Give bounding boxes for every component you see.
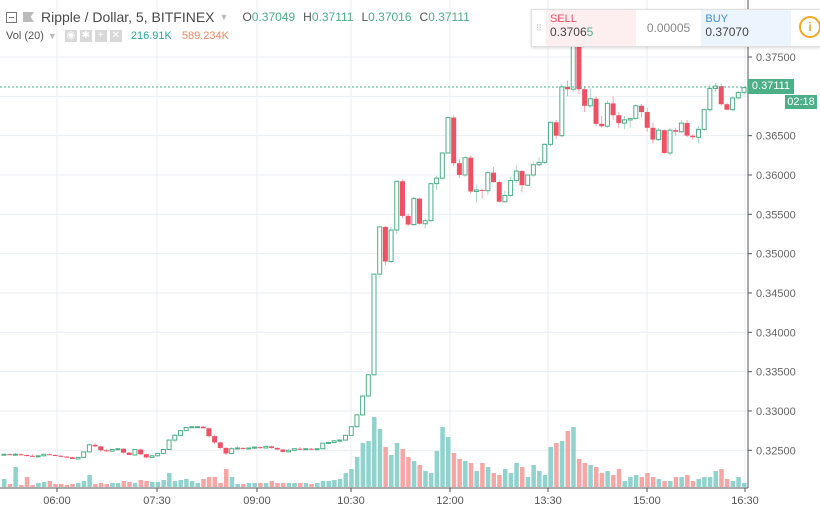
- price-tick-label: 0.34500: [756, 288, 796, 300]
- price-tick-label: 0.36500: [756, 131, 796, 143]
- price-axis[interactable]: 0.37500 0.36500 0.36000 0.35500 0.35000 0.345…: [748, 52, 796, 457]
- price-tick-label: 0.36000: [756, 170, 796, 182]
- sell-button[interactable]: SELL 0.37065: [545, 10, 636, 46]
- close-icon[interactable]: ✕: [109, 30, 122, 42]
- volume-label[interactable]: Vol (20): [6, 30, 44, 42]
- volume-bars: [2, 417, 747, 487]
- time-axis[interactable]: 06:00 07:30 09:00 10:30 12:00 13:30 15:00 16:30: [43, 488, 759, 507]
- candlesticks: [1, 41, 747, 460]
- price-tick-label: 0.34000: [756, 327, 796, 339]
- current-price-label: 0.37111: [748, 79, 794, 94]
- gear-icon[interactable]: ✱: [79, 30, 92, 42]
- flag-icon[interactable]: [23, 12, 34, 22]
- time-tick-label: 15:00: [633, 495, 661, 507]
- volume-value: 216.91K: [130, 30, 172, 42]
- sell-label: SELL: [549, 13, 577, 25]
- trade-panel: ⠿ SELL 0.37065 0.00005 BUY 0.37070 i: [531, 9, 820, 47]
- buy-button[interactable]: BUY 0.37070: [701, 10, 792, 46]
- drag-handle-icon[interactable]: ⠿: [535, 22, 543, 33]
- chart-grid: [0, 0, 748, 488]
- price-tick-label: 0.32500: [756, 445, 796, 457]
- chevron-down-icon[interactable]: ▼: [219, 12, 229, 22]
- time-tick-label: 06:00: [43, 495, 71, 507]
- chevron-down-icon[interactable]: ▼: [47, 31, 57, 41]
- time-tick-label: 13:30: [534, 495, 562, 507]
- low-value: L0.37016: [361, 10, 412, 24]
- sell-price: 0.37065: [549, 25, 594, 39]
- spread-value: 0.00005: [646, 21, 691, 35]
- volume-ma-value: 589.234K: [181, 30, 229, 42]
- bar-countdown: 02:18: [785, 95, 817, 109]
- time-tick-label: 12:00: [436, 495, 464, 507]
- symbol-title[interactable]: Ripple / Dollar, 5, BITFINEX: [41, 9, 215, 25]
- high-value: H0.37111: [303, 10, 354, 24]
- time-tick-label: 16:30: [731, 495, 759, 507]
- open-value: O0.37049: [242, 10, 296, 24]
- volume-legend: Vol (20) ▼ ◉ ✱ + ✕ 216.91K 589.234K: [6, 30, 229, 42]
- time-tick-label: 10:30: [337, 495, 365, 507]
- time-tick-label: 07:30: [143, 495, 171, 507]
- price-tick-label: 0.33500: [756, 367, 796, 379]
- price-tick-label: 0.35000: [756, 249, 796, 261]
- close-value: C0.37111: [419, 10, 470, 24]
- collapse-icon[interactable]: [6, 11, 17, 23]
- price-tick-label: 0.35500: [756, 209, 796, 221]
- buy-price: 0.37070: [705, 25, 749, 39]
- info-icon[interactable]: i: [799, 16, 820, 38]
- time-tick-label: 09:00: [243, 495, 271, 507]
- buy-label: BUY: [705, 13, 729, 25]
- price-tick-label: 0.33000: [756, 406, 796, 418]
- plus-icon[interactable]: +: [94, 30, 107, 42]
- ohlc-values: O0.37049 H0.37111 L0.37016 C0.37111: [242, 10, 469, 24]
- eye-icon[interactable]: ◉: [64, 30, 77, 42]
- price-tick-label: 0.37500: [756, 52, 796, 64]
- symbol-legend: Ripple / Dollar, 5, BITFINEX ▼ O0.37049 …: [6, 9, 470, 25]
